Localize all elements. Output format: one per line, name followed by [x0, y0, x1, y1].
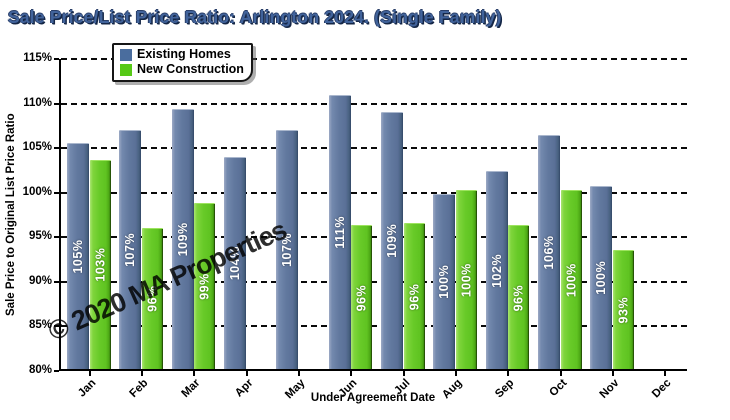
gridline-115	[61, 58, 687, 60]
x-tick-mark	[88, 371, 91, 376]
gridline-90	[61, 280, 687, 283]
bar-jul-existing: 109%	[381, 112, 403, 369]
y-tick-mark	[54, 191, 59, 194]
y-tick-label: 110%	[23, 96, 52, 109]
bar-value-label: 100%	[594, 261, 609, 296]
x-tick-mark	[454, 371, 457, 376]
chart-title: Sale Price/List Price Ratio: Arlington 2…	[8, 7, 502, 27]
bar-value-label: 106%	[542, 235, 556, 270]
bar-value-label: 102%	[489, 253, 504, 288]
gridline-110	[61, 102, 687, 105]
x-tick-mark	[611, 371, 614, 376]
x-tick-mark	[350, 371, 353, 376]
bar-jan-existing: 105%	[67, 143, 89, 369]
bar-value-label: 111%	[332, 216, 347, 249]
y-tick-label: 80%	[28, 364, 52, 376]
bar-mar-existing: 109%	[171, 108, 194, 369]
bar-value-label: 93%	[616, 296, 631, 324]
bar-value-label: 96%	[407, 283, 421, 310]
y-tick-mark	[54, 325, 59, 328]
bar-value-label: 107%	[280, 233, 295, 268]
bar-sep-new: 96%	[508, 224, 530, 369]
y-tick-mark	[54, 280, 59, 283]
y-tick-mark	[54, 147, 59, 150]
legend-item-new-construction: New Construction	[120, 62, 244, 77]
x-tick-mark	[664, 371, 667, 376]
bar-oct-existing: 106%	[538, 134, 560, 369]
bar-value-label: 103%	[93, 248, 107, 283]
bar-value-label: 96%	[145, 285, 160, 313]
bar-value-label: 96%	[511, 284, 526, 311]
gridline-100	[61, 191, 687, 194]
bar-value-label: 100%	[564, 262, 578, 297]
existing-homes-swatch-icon	[120, 48, 132, 61]
y-tick-label: 115%	[23, 52, 52, 64]
bar-nov-existing: 100%	[590, 186, 613, 369]
x-tick-mark	[559, 371, 562, 376]
y-tick-mark	[54, 102, 59, 105]
x-tick-mark	[402, 371, 405, 376]
legend: Existing Homes New Construction	[112, 43, 253, 82]
gridline-95	[61, 236, 687, 239]
bar-nov-new: 93%	[612, 249, 634, 369]
bar-may-existing: 107%	[276, 130, 299, 369]
bar-value-label: 104%	[228, 246, 242, 281]
x-tick-mark	[193, 371, 196, 376]
bar-aug-existing: 100%	[433, 194, 456, 369]
bar-jul-new: 96%	[403, 222, 425, 369]
bar-feb-new: 96%	[141, 228, 163, 369]
legend-label: New Construction	[137, 62, 244, 76]
bar-value-label: 100%	[459, 262, 474, 297]
bar-value-label: 109%	[175, 222, 190, 257]
y-tick-mark	[54, 370, 59, 372]
bar-mar-new: 99%	[194, 203, 216, 369]
bar-value-label: 99%	[197, 273, 212, 300]
gridline-105	[61, 147, 687, 150]
bar-oct-new: 100%	[560, 189, 582, 369]
gridline-85	[61, 325, 687, 328]
bar-value-label: 107%	[123, 233, 138, 268]
y-tick-mark	[54, 236, 59, 239]
y-tick-label: 85%	[28, 319, 52, 332]
bar-aug-new: 100%	[455, 189, 477, 369]
bar-value-label: 105%	[71, 239, 85, 274]
x-axis-title: Under Agreement Date	[310, 392, 436, 404]
bar-jan-new: 103%	[89, 160, 111, 369]
bar-value-label: 100%	[437, 265, 452, 300]
new-construction-swatch-icon	[120, 63, 132, 76]
y-tick-label: 90%	[28, 274, 52, 287]
y-tick-mark	[54, 58, 59, 60]
legend-label: Existing Homes	[137, 47, 231, 61]
bar-value-label: 109%	[385, 224, 399, 259]
y-tick-label: 95%	[28, 230, 52, 243]
x-tick-mark	[507, 371, 510, 376]
bar-jun-new: 96%	[351, 224, 373, 369]
y-axis-title: Sale Price to Original List Price Ratio	[5, 113, 17, 317]
legend-item-existing-homes: Existing Homes	[120, 47, 244, 62]
y-tick-label: 100%	[22, 185, 52, 198]
x-tick-mark	[297, 371, 300, 376]
bar-value-label: 96%	[354, 284, 369, 311]
y-tick-label: 105%	[22, 141, 52, 154]
plot-area: 105% 103% 107% 96% 109% 99% 104% 107% 111% 96% 109…	[54, 58, 687, 376]
bar-feb-existing: 107%	[119, 130, 142, 369]
bar-sep-existing: 102%	[485, 171, 508, 369]
x-tick-mark	[245, 371, 248, 376]
x-tick-mark	[140, 371, 143, 376]
bar-apr-existing: 104%	[224, 156, 246, 369]
bar-jun-existing: 111%	[328, 95, 351, 369]
